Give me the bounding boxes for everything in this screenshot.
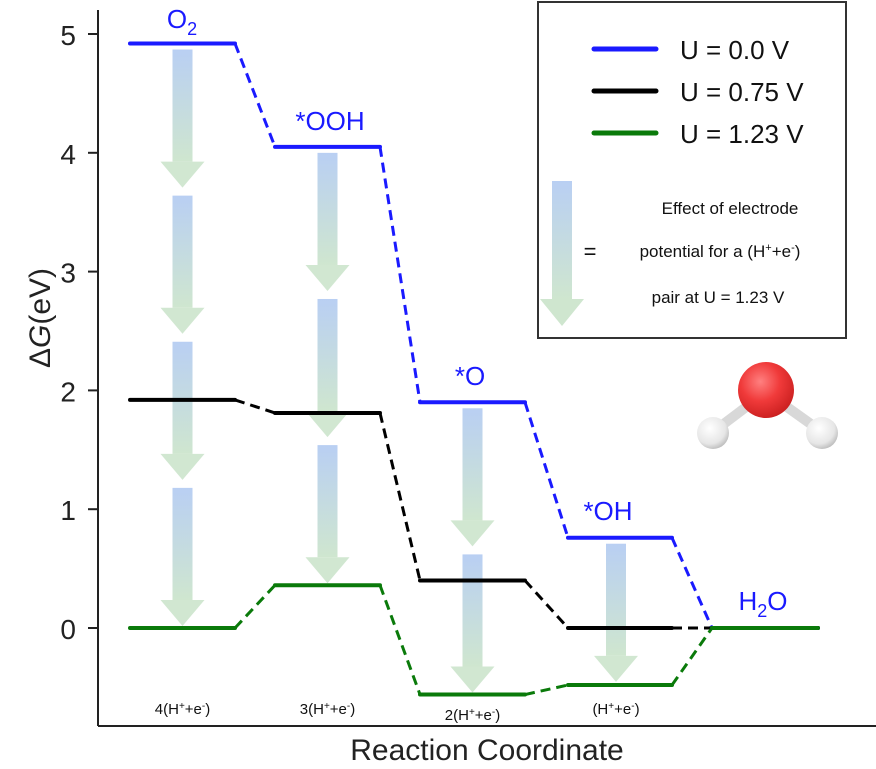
legend-box (537, 1, 847, 339)
species-label: O2 (167, 4, 197, 39)
connector-2-step-3 (523, 579, 570, 630)
y-tick-label: 4 (60, 139, 76, 170)
x-axis-label: Reaction Coordinate (350, 734, 624, 764)
hydrogen-atom (697, 417, 729, 449)
connector-1-step-2 (378, 146, 422, 403)
electron-count-label: 4(H++e-) (155, 701, 210, 718)
legend: U = 0.0 V U = 0.75 V U = 1.23 V = Effect o… (537, 1, 847, 339)
species-label: *O (455, 361, 485, 391)
potential-arrow-head (305, 557, 350, 584)
labels: O2 4(H++e-) *OOH 3(H++e-) *O 2(H++e-) *OH (H++e… (155, 4, 788, 724)
electron-count-label: 3(H++e-) (300, 701, 355, 718)
water-molecule-image (697, 362, 838, 449)
potential-arrow-head (160, 600, 205, 626)
y-tick-label: 2 (60, 376, 76, 407)
potential-arrow-shaft (317, 298, 338, 412)
connector-3-step-3 (524, 683, 569, 696)
potential-arrow-head (305, 411, 350, 438)
y-ticks: 0 1 2 3 4 5 (60, 20, 98, 645)
y-tick-label: 1 (60, 495, 76, 526)
potential-arrow-shaft (172, 195, 193, 308)
y-tick-label: 0 (60, 614, 76, 645)
connectors (233, 42, 714, 696)
connector-3-step-1 (233, 584, 277, 630)
potential-arrow-shaft (462, 554, 483, 667)
y-axis-label: ΔG(eV) (24, 268, 57, 368)
connector-3-step-2 (378, 584, 422, 696)
potential-arrow-shaft (317, 152, 338, 265)
species-label: H2O (738, 586, 787, 621)
potential-arrow-head (450, 666, 495, 693)
connector-3-step-4 (670, 627, 714, 686)
energy-levels (128, 41, 820, 697)
species-label: *OOH (295, 106, 364, 136)
legend-arrow-head (540, 299, 584, 326)
electron-count-label: 2(H++e-) (445, 707, 500, 724)
electron-count-label: (H++e-) (592, 701, 639, 718)
potential-arrow-head (594, 655, 638, 682)
y-tick-label: 3 (60, 258, 76, 289)
potential-arrow-shaft (606, 543, 626, 656)
connector-1-step-4 (670, 537, 714, 629)
potential-arrow-head (305, 264, 350, 291)
potential-arrow-head (160, 307, 205, 334)
potential-arrow-head (450, 520, 495, 547)
connector-2-step-1 (234, 398, 276, 415)
connector-1-step-1 (233, 42, 277, 148)
connector-1-step-3 (523, 401, 570, 539)
legend-label: U = 0.0 V (680, 35, 790, 65)
axes (97, 10, 876, 727)
potential-arrow-head (160, 161, 205, 188)
hydrogen-atom (806, 417, 838, 449)
potential-arrow-shaft (462, 408, 483, 521)
oxygen-atom (738, 362, 794, 418)
legend-note-line2: potential for a (H++e-) (640, 242, 801, 261)
potential-arrow-shaft (172, 487, 193, 600)
legend-note-line3: pair at U = 1.23 V (652, 288, 785, 307)
potential-arrow-shaft (317, 445, 338, 558)
species-label: *OH (583, 496, 632, 526)
legend-label: U = 0.75 V (680, 77, 804, 107)
potential-arrow-head (160, 453, 205, 480)
legend-arrow-shaft (552, 181, 572, 299)
y-tick-label: 5 (60, 20, 76, 51)
legend-note-line1: Effect of electrode (662, 199, 799, 218)
connector-2-step-2 (378, 412, 422, 581)
legend-label: U = 1.23 V (680, 119, 804, 149)
potential-arrow-shaft (172, 341, 193, 454)
potential-arrow-shaft (172, 49, 193, 162)
legend-note-symbol: = (584, 239, 597, 264)
